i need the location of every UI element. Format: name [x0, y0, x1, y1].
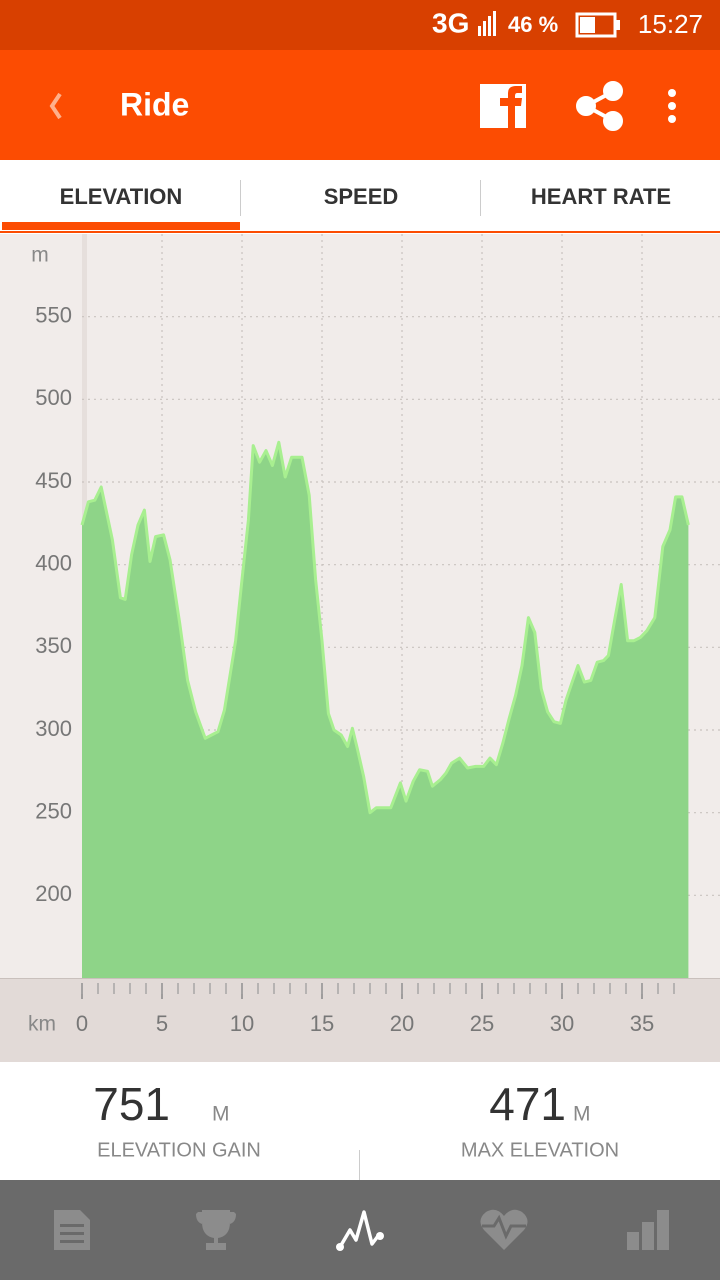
battery-percent: 46 %	[508, 12, 558, 37]
x-tick-label: 15	[310, 1011, 334, 1036]
tab[interactable]: SPEED	[324, 184, 399, 209]
x-tick-label: 30	[550, 1011, 574, 1036]
stat-label: ELEVATION GAIN	[97, 1139, 261, 1161]
y-tick-label: 400	[35, 550, 72, 575]
tab[interactable]: HEART RATE	[531, 184, 671, 209]
network: 3G	[432, 7, 469, 38]
nav-stats[interactable]	[627, 1210, 669, 1250]
y-tick-label: 550	[35, 302, 72, 327]
nav-heart-rate[interactable]	[480, 1209, 528, 1250]
nav-analysis[interactable]	[336, 1210, 384, 1251]
tab-underline	[0, 231, 720, 233]
y-tick-label: 450	[35, 468, 72, 493]
stat-unit: M	[212, 1103, 230, 1126]
elevation-line	[80, 440, 690, 815]
x-tick-label: 35	[630, 1011, 654, 1036]
app-bar	[0, 50, 720, 160]
status-bar	[0, 0, 720, 50]
signal-icon	[478, 11, 496, 36]
stat-value: 751	[93, 1078, 170, 1130]
clock: 15:27	[638, 9, 703, 39]
nav-overview[interactable]	[54, 1210, 90, 1250]
stat-value: 471	[489, 1078, 566, 1130]
x-tick-label: 5	[156, 1011, 168, 1036]
elevation-area	[82, 442, 689, 978]
y-tick-label: 350	[35, 633, 72, 658]
nav-achievements[interactable]	[196, 1210, 236, 1250]
share-button[interactable]	[576, 81, 623, 131]
x-tick-label: 25	[470, 1011, 494, 1036]
tab-bar	[0, 160, 720, 234]
x-tick-label: 10	[230, 1011, 254, 1036]
y-tick-label: 300	[35, 716, 72, 741]
x-tick-label: 0	[76, 1011, 88, 1036]
tab[interactable]: ELEVATION	[60, 184, 183, 209]
stat-label: MAX ELEVATION	[461, 1139, 619, 1161]
y-tick-label: 200	[35, 881, 72, 906]
tab-indicator	[2, 222, 240, 230]
x-tick-label: 20	[390, 1011, 414, 1036]
x-unit: km	[28, 1013, 56, 1036]
x-axis-ruler	[0, 978, 720, 1062]
y-unit: m	[31, 244, 49, 267]
y-tick-label: 500	[35, 385, 72, 410]
facebook-button[interactable]	[480, 84, 526, 128]
y-tick-label: 250	[35, 798, 72, 823]
app-title: Ride	[120, 86, 189, 122]
elevation-chart: 200 250 300 350 400 450 500 550 0 5 10 15 20 25 30 35	[35, 234, 720, 1036]
back-button[interactable]	[49, 92, 62, 120]
overflow-menu[interactable]	[668, 89, 676, 123]
battery-icon	[575, 12, 620, 38]
stat-unit: M	[573, 1103, 591, 1126]
